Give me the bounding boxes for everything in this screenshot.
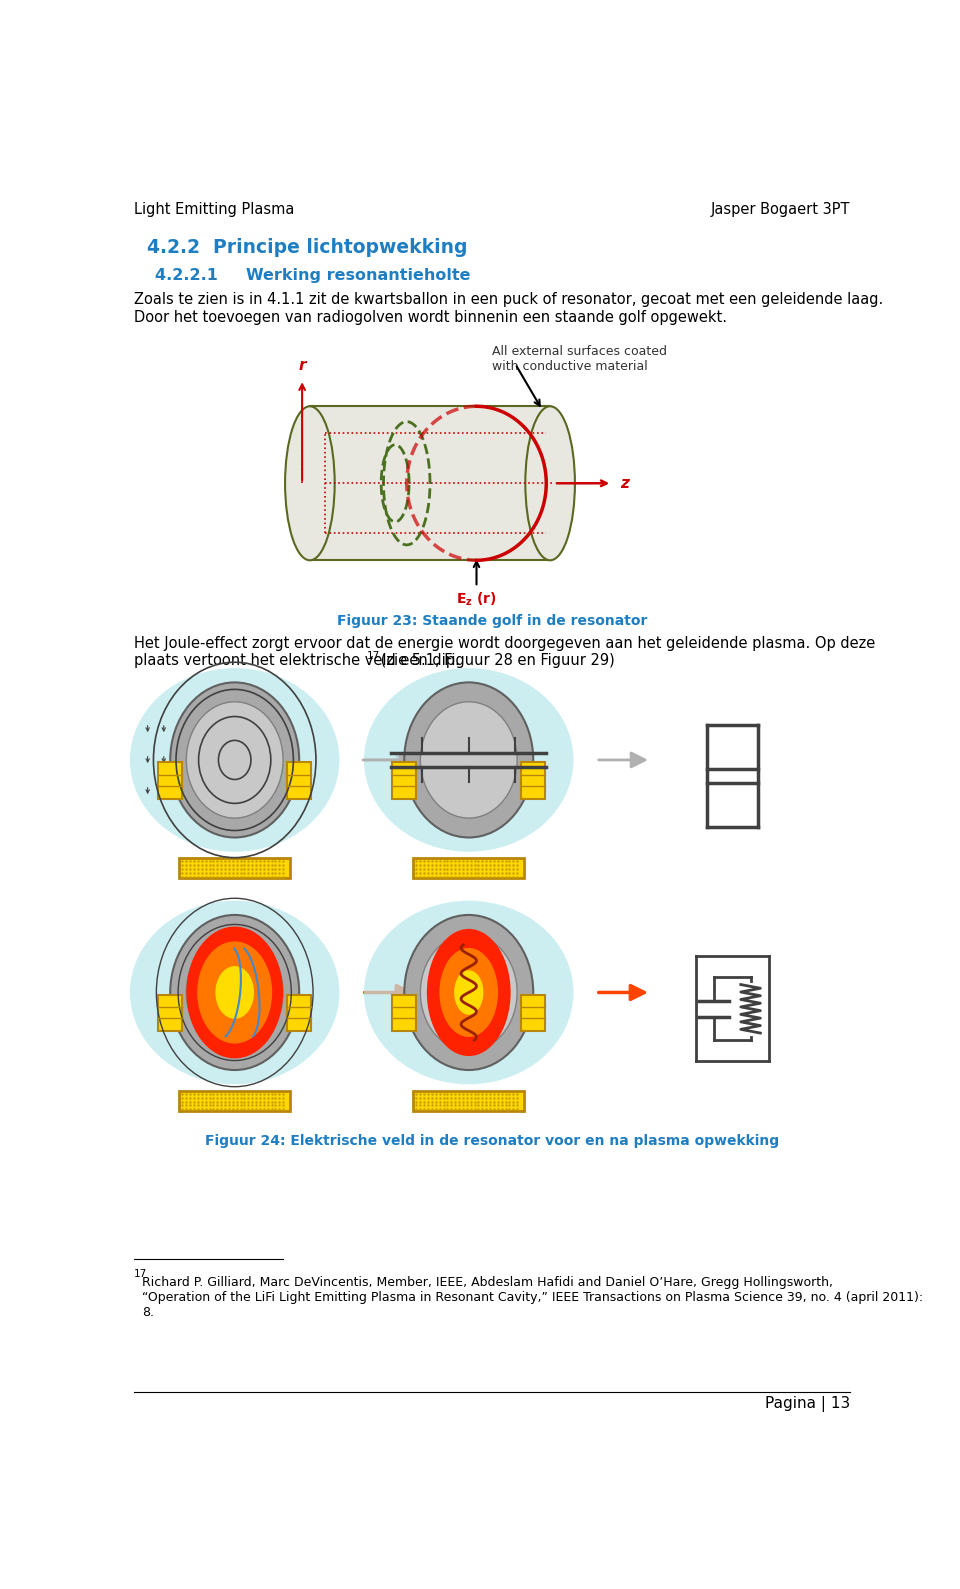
FancyBboxPatch shape	[287, 763, 311, 799]
Ellipse shape	[525, 407, 575, 561]
Text: 4.2.2.1     Werking resonantieholte: 4.2.2.1 Werking resonantieholte	[155, 267, 470, 283]
FancyBboxPatch shape	[287, 995, 311, 1031]
Ellipse shape	[186, 926, 283, 1058]
Text: Het Joule-effect zorgt ervoor dat de energie wordt doorgegeven aan het geleidend: Het Joule-effect zorgt ervoor dat de ene…	[134, 636, 876, 651]
Ellipse shape	[130, 901, 340, 1084]
FancyArrowPatch shape	[599, 985, 644, 999]
FancyArrowPatch shape	[599, 753, 645, 767]
FancyBboxPatch shape	[263, 326, 596, 599]
Ellipse shape	[404, 915, 533, 1069]
Ellipse shape	[130, 667, 340, 852]
FancyBboxPatch shape	[393, 995, 417, 1031]
Text: 17: 17	[134, 1268, 147, 1279]
Ellipse shape	[364, 901, 573, 1084]
FancyBboxPatch shape	[393, 763, 417, 799]
Text: plaats vertoont het elektrische veld een dip.: plaats vertoont het elektrische veld een…	[134, 653, 460, 667]
Ellipse shape	[420, 934, 517, 1050]
Text: Richard P. Gilliard, Marc DeVincentis, Member, IEEE, Abdeslam Hafidi and Daniel : Richard P. Gilliard, Marc DeVincentis, M…	[142, 1276, 923, 1319]
Ellipse shape	[186, 702, 283, 818]
FancyArrowPatch shape	[365, 985, 410, 999]
Text: Light Emitting Plasma: Light Emitting Plasma	[134, 202, 295, 218]
Text: 4.2.2  Principe lichtopwekking: 4.2.2 Principe lichtopwekking	[147, 238, 468, 257]
Ellipse shape	[186, 934, 283, 1050]
Text: Pagina | 13: Pagina | 13	[765, 1395, 850, 1411]
Text: Door het toevoegen van radiogolven wordt binnenin een staande golf opgewekt.: Door het toevoegen van radiogolven wordt…	[134, 310, 727, 326]
Ellipse shape	[420, 702, 517, 818]
Text: $\mathbf{E_z}$ (r): $\mathbf{E_z}$ (r)	[456, 591, 497, 609]
Ellipse shape	[427, 930, 511, 1057]
Text: Zoals te zien is in 4.1.1 zit de kwartsballon in een puck of resonator, gecoat m: Zoals te zien is in 4.1.1 zit de kwartsb…	[134, 292, 883, 307]
FancyArrowPatch shape	[365, 753, 411, 767]
FancyBboxPatch shape	[521, 763, 545, 799]
Text: z: z	[620, 475, 629, 491]
Ellipse shape	[197, 941, 273, 1044]
Ellipse shape	[404, 682, 533, 837]
FancyBboxPatch shape	[414, 858, 524, 879]
FancyBboxPatch shape	[180, 858, 290, 879]
FancyBboxPatch shape	[158, 995, 182, 1031]
Text: r: r	[299, 358, 306, 373]
Text: (zie 5.1, Figuur 28 en Figuur 29): (zie 5.1, Figuur 28 en Figuur 29)	[375, 653, 614, 667]
Ellipse shape	[364, 667, 573, 852]
Polygon shape	[310, 407, 550, 561]
FancyBboxPatch shape	[414, 1090, 524, 1111]
Text: 17: 17	[367, 651, 380, 661]
Ellipse shape	[215, 966, 254, 1019]
FancyBboxPatch shape	[521, 995, 545, 1031]
FancyBboxPatch shape	[180, 1090, 290, 1111]
Ellipse shape	[285, 407, 335, 561]
Ellipse shape	[440, 949, 498, 1038]
Text: Figuur 23: Staande golf in de resonator: Figuur 23: Staande golf in de resonator	[337, 615, 647, 628]
Ellipse shape	[454, 971, 484, 1015]
FancyBboxPatch shape	[158, 763, 182, 799]
Text: Figuur 24: Elektrische veld in de resonator voor en na plasma opwekking: Figuur 24: Elektrische veld in de resona…	[204, 1135, 780, 1147]
Ellipse shape	[170, 915, 300, 1069]
Text: All external surfaces coated
with conductive material: All external surfaces coated with conduc…	[492, 345, 667, 373]
Text: Jasper Bogaert 3PT: Jasper Bogaert 3PT	[710, 202, 850, 218]
Ellipse shape	[170, 682, 300, 837]
